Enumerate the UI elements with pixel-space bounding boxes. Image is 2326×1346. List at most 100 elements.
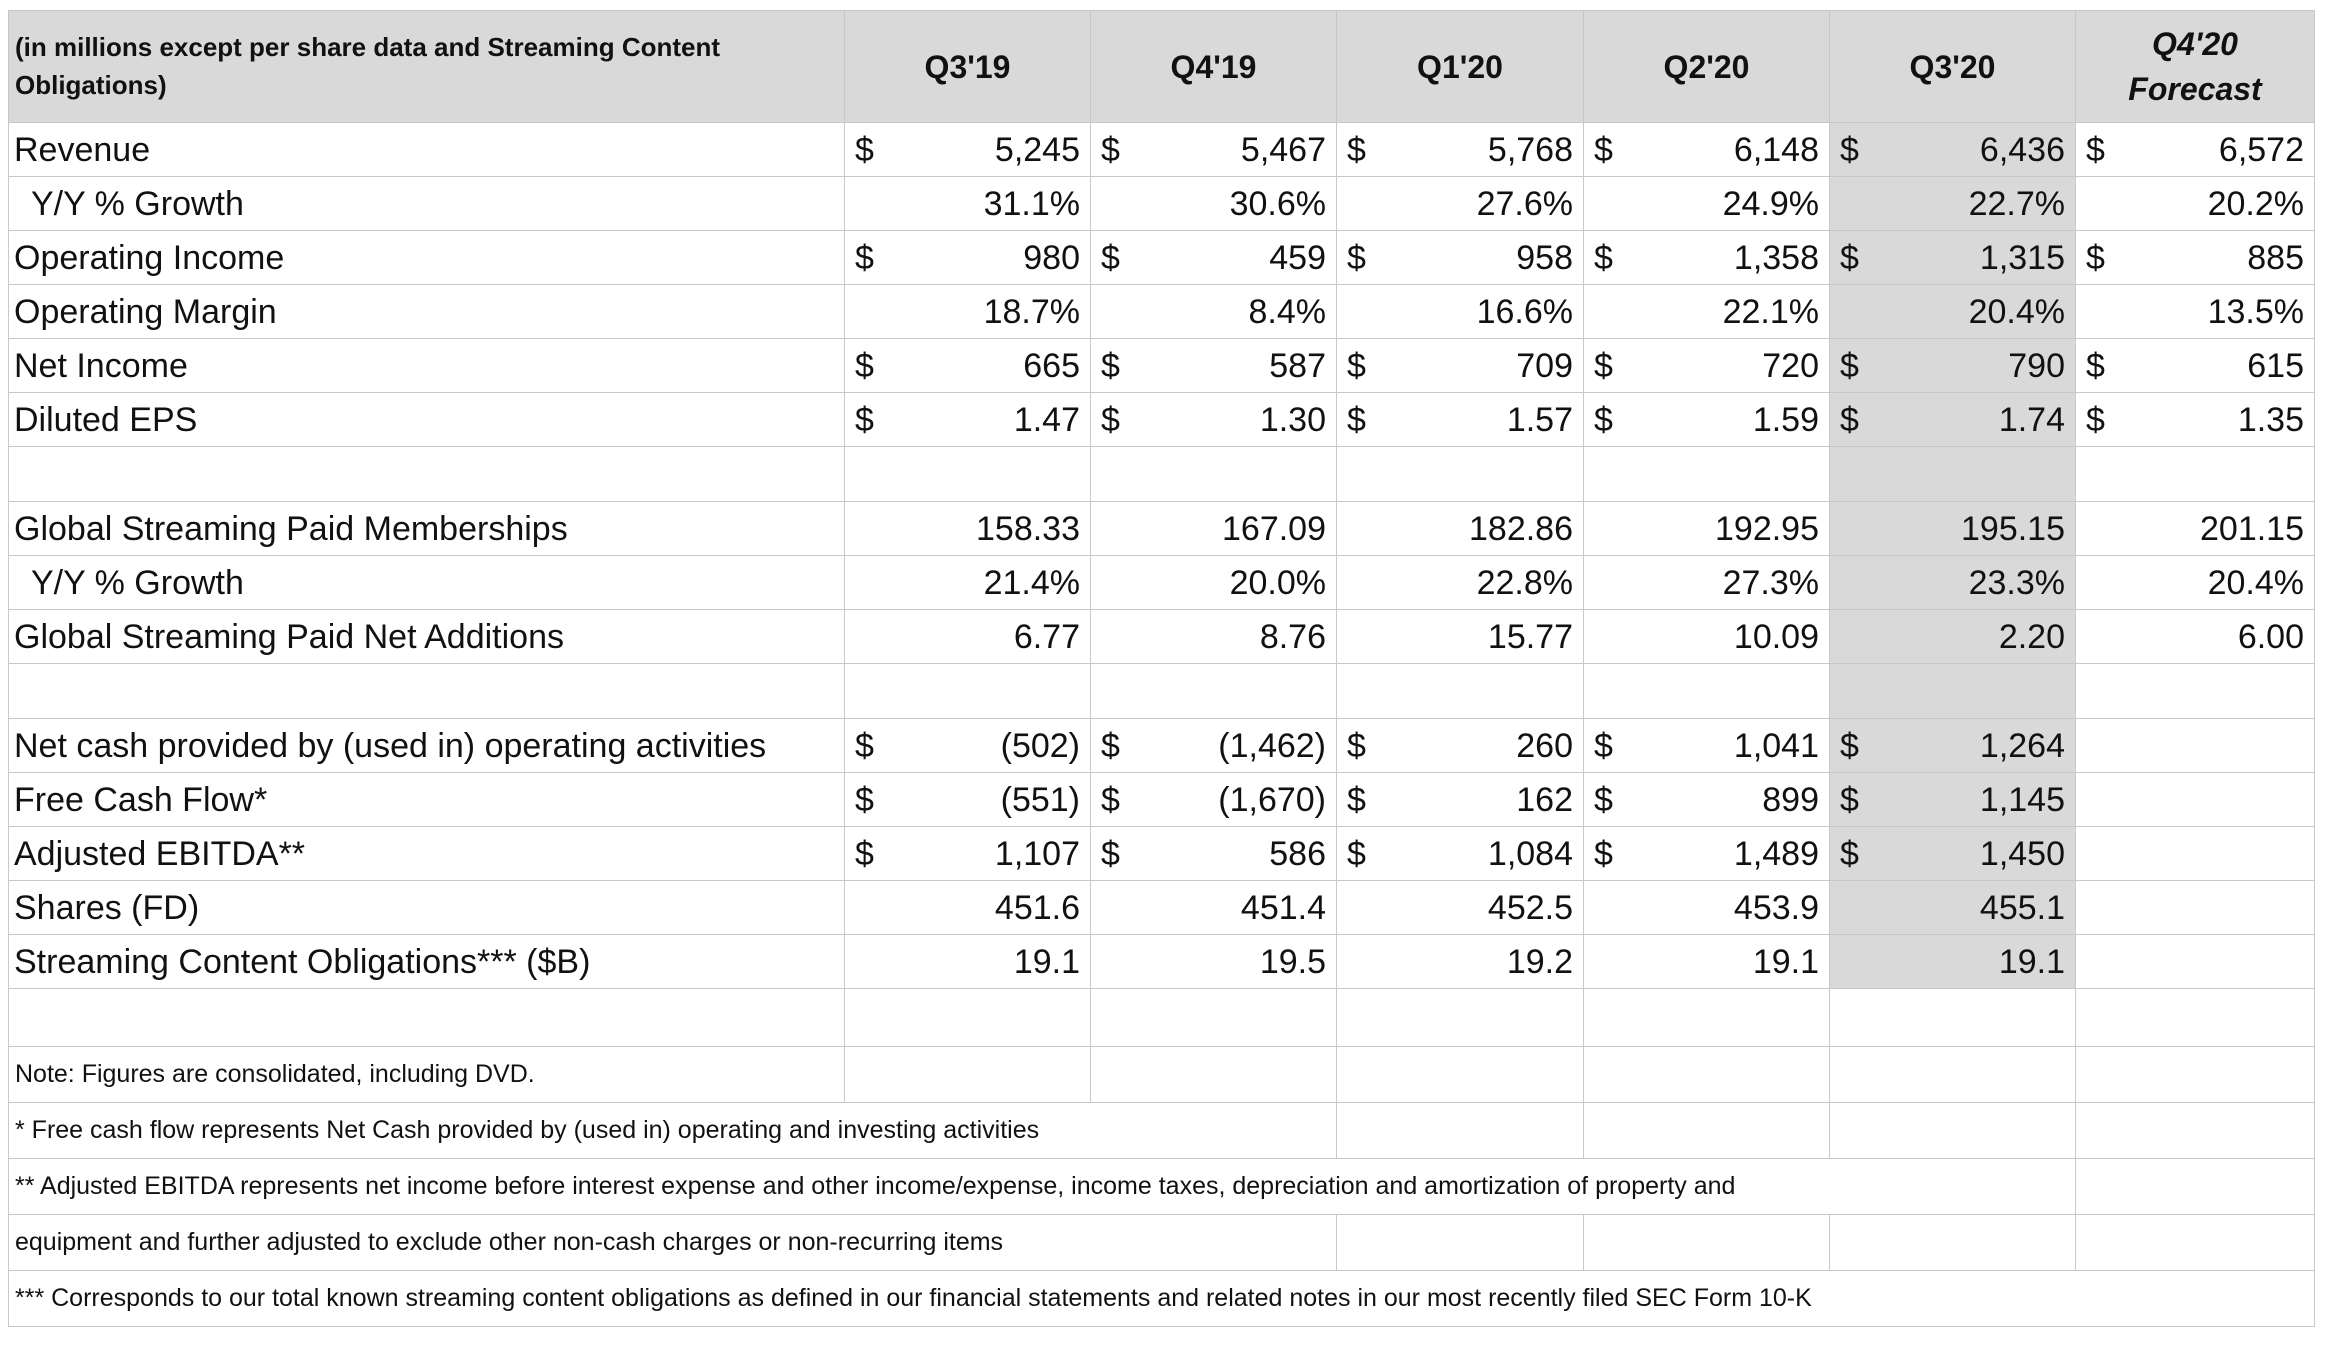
row-content-obligations: Streaming Content Obligations*** ($B) 19.… — [8, 934, 2315, 989]
value-cell: 455.1 — [1829, 880, 2076, 935]
spacer-row — [8, 988, 2315, 1047]
value: 615 — [2247, 346, 2304, 385]
value: 260 — [1516, 726, 1573, 765]
currency-symbol: $ — [1101, 238, 1120, 277]
value-cell: 19.5 — [1090, 934, 1337, 989]
value: 20.4% — [1968, 292, 2065, 331]
value: 1,084 — [1487, 834, 1573, 873]
value-cell: 16.6% — [1336, 284, 1584, 339]
value-cell: 451.4 — [1090, 880, 1337, 935]
value: 790 — [2008, 346, 2065, 385]
value: 2.20 — [1998, 617, 2065, 656]
value-cell: $1,358 — [1583, 230, 1830, 285]
row-label: Streaming Content Obligations*** ($B) — [8, 934, 845, 989]
value-cell: 31.1% — [844, 176, 1091, 231]
value-cell — [2075, 826, 2315, 881]
value-cell: 20.4% — [2075, 555, 2315, 610]
currency-symbol: $ — [1594, 130, 1613, 169]
value: 20.2% — [2207, 184, 2304, 223]
value-cell: $6,148 — [1583, 122, 1830, 177]
units-note: (in millions except per share data and S… — [8, 10, 845, 123]
value-cell: 201.15 — [2075, 501, 2315, 556]
value: 6.77 — [1013, 617, 1080, 656]
value-cell: 6.77 — [844, 609, 1091, 664]
value: 665 — [1023, 346, 1080, 385]
value: 19.1 — [1752, 942, 1819, 981]
note-row: equipment and further adjusted to exclud… — [8, 1214, 2315, 1271]
value-cell: 20.2% — [2075, 176, 2315, 231]
value: 958 — [1516, 238, 1573, 277]
value-cell: $1,450 — [1829, 826, 2076, 881]
currency-symbol: $ — [1840, 346, 1859, 385]
row-label: Net Income — [8, 338, 845, 393]
value-cell: $6,436 — [1829, 122, 2076, 177]
note-ebitda-line2: equipment and further adjusted to exclud… — [8, 1214, 1337, 1271]
value: 1,358 — [1733, 238, 1819, 277]
value-cell: $5,245 — [844, 122, 1091, 177]
row-label: Diluted EPS — [8, 392, 845, 447]
value: 455.1 — [1979, 888, 2065, 927]
value-cell: $1.74 — [1829, 392, 2076, 447]
note-free-cash-flow: * Free cash flow represents Net Cash pro… — [8, 1102, 1337, 1159]
row-label: Adjusted EBITDA** — [8, 826, 845, 881]
currency-symbol: $ — [855, 346, 874, 385]
value-cell: $ (551) — [844, 772, 1091, 827]
value: 158.33 — [976, 509, 1080, 548]
value: 1,264 — [1979, 726, 2065, 765]
value: 13.5% — [2207, 292, 2304, 331]
value: 162 — [1516, 780, 1573, 819]
value-cell: 195.15 — [1829, 501, 2076, 556]
value-cell: 21.4% — [844, 555, 1091, 610]
note-row: *** Corresponds to our total known strea… — [8, 1270, 2315, 1327]
currency-symbol: $ — [1840, 400, 1859, 439]
value-cell: 192.95 — [1583, 501, 1830, 556]
currency-symbol: $ — [1594, 238, 1613, 277]
currency-symbol: $ — [855, 130, 874, 169]
currency-symbol: $ — [1347, 400, 1366, 439]
value: 1,450 — [1979, 834, 2065, 873]
value-cell: 20.4% — [1829, 284, 2076, 339]
value: 5,245 — [994, 130, 1080, 169]
note-content-obligations: *** Corresponds to our total known strea… — [8, 1270, 2315, 1327]
currency-symbol: $ — [1101, 726, 1120, 765]
row-adjusted-ebitda: Adjusted EBITDA** $1,107 $586 $1,084 $1,489 $… — [8, 826, 2315, 881]
value: 1.59 — [1752, 400, 1819, 439]
currency-symbol: $ — [1347, 780, 1366, 819]
value-cell: 158.33 — [844, 501, 1091, 556]
value-cell: $ (1,462) — [1090, 718, 1337, 773]
header-row: (in millions except per share data and S… — [8, 10, 2315, 123]
value-cell: $ (1,670) — [1090, 772, 1337, 827]
value-cell: 182.86 — [1336, 501, 1584, 556]
value: 459 — [1269, 238, 1326, 277]
value: 21.4% — [983, 563, 1080, 602]
note-row: Note: Figures are consolidated, includin… — [8, 1046, 2315, 1103]
currency-symbol: $ — [1840, 726, 1859, 765]
col-header-q3-20: Q3'20 — [1829, 10, 2076, 123]
value: 6,148 — [1733, 130, 1819, 169]
currency-symbol: $ — [1840, 780, 1859, 819]
value-cell: $1,041 — [1583, 718, 1830, 773]
value-cell: $720 — [1583, 338, 1830, 393]
currency-symbol: $ — [855, 400, 874, 439]
value-cell: $5,768 — [1336, 122, 1584, 177]
value-cell: 18.7% — [844, 284, 1091, 339]
value: 587 — [1269, 346, 1326, 385]
value-cell: 20.0% — [1090, 555, 1337, 610]
value-cell: $5,467 — [1090, 122, 1337, 177]
value: 18.7% — [983, 292, 1080, 331]
note-row: * Free cash flow represents Net Cash pro… — [8, 1102, 2315, 1159]
spacer-row — [8, 446, 2315, 502]
currency-symbol: $ — [1347, 834, 1366, 873]
value: 720 — [1762, 346, 1819, 385]
note-consolidated: Note: Figures are consolidated, includin… — [8, 1046, 845, 1103]
value-cell: $980 — [844, 230, 1091, 285]
value-cell: $1.30 — [1090, 392, 1337, 447]
value: 1.35 — [2237, 400, 2304, 439]
col-header-q4-19: Q4'19 — [1090, 10, 1337, 123]
value: 19.2 — [1506, 942, 1573, 981]
value-cell — [2075, 772, 2315, 827]
currency-symbol: $ — [2086, 130, 2105, 169]
col-header-q4-20-forecast: Q4'20 Forecast — [2075, 10, 2315, 123]
row-operating-margin: Operating Margin 18.7% 8.4% 16.6% 22.1% 20.4%… — [8, 284, 2315, 339]
value-cell: $1,315 — [1829, 230, 2076, 285]
